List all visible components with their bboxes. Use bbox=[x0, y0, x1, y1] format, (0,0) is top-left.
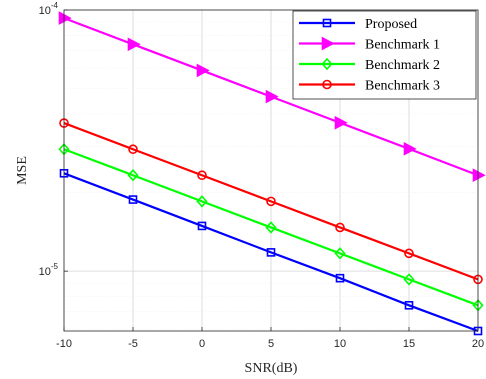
x-tick-label: -10 bbox=[56, 338, 72, 350]
data-point bbox=[197, 170, 207, 181]
data-point bbox=[335, 222, 345, 233]
data-point bbox=[265, 221, 277, 234]
legend-marker bbox=[322, 79, 332, 90]
data-point bbox=[127, 169, 139, 182]
legend-label: Proposed bbox=[365, 17, 417, 32]
data-point bbox=[196, 195, 208, 208]
series-line bbox=[63, 172, 479, 333]
x-tick-label: 5 bbox=[268, 338, 274, 350]
data-point bbox=[127, 37, 141, 52]
data-point bbox=[128, 144, 138, 155]
data-point bbox=[403, 273, 415, 286]
y-tick-label: 10-4 bbox=[39, 1, 59, 17]
series-line bbox=[63, 148, 479, 307]
x-tick-label: 15 bbox=[403, 338, 415, 350]
data-point bbox=[404, 248, 414, 259]
data-point bbox=[335, 273, 345, 283]
legend-entry: Proposed bbox=[299, 17, 417, 32]
data-point bbox=[334, 115, 348, 130]
series-line bbox=[63, 122, 479, 281]
data-point bbox=[58, 11, 72, 25]
data-point bbox=[403, 142, 417, 156]
legend: Proposed Benchmark 1 Benchmark 2 Benchmark … bbox=[292, 10, 477, 100]
legend-entry: Benchmark 3 bbox=[299, 79, 440, 94]
tick-labels: -10 -5 0 5 10 15 20 10-5 10-4 bbox=[39, 1, 485, 350]
x-tick-label: 10 bbox=[334, 338, 346, 350]
legend-entry: Benchmark 1 bbox=[299, 36, 440, 53]
x-tick-label: -5 bbox=[128, 338, 138, 350]
legend-marker bbox=[321, 57, 333, 71]
legend-marker bbox=[321, 36, 335, 51]
data-point bbox=[266, 196, 276, 207]
legend-label: Benchmark 2 bbox=[365, 58, 440, 73]
x-axis-label: SNR(dB) bbox=[245, 361, 298, 376]
data-point bbox=[334, 247, 346, 260]
y-tick-label: 10-5 bbox=[39, 262, 59, 278]
data-point bbox=[266, 248, 276, 257]
x-tick-label: 0 bbox=[199, 338, 205, 350]
legend-label: Benchmark 1 bbox=[365, 38, 440, 53]
data-point bbox=[197, 221, 207, 231]
series-benchmark-1 bbox=[58, 11, 486, 183]
data-point bbox=[472, 168, 486, 183]
data-point bbox=[128, 195, 138, 204]
y-axis-label: MSE bbox=[15, 156, 30, 185]
legend-label: Benchmark 3 bbox=[365, 79, 440, 94]
legend-entry: Benchmark 2 bbox=[299, 57, 440, 73]
data-point bbox=[265, 89, 279, 104]
x-tick-label: 20 bbox=[472, 338, 484, 350]
data-point bbox=[196, 63, 210, 78]
legend-marker bbox=[322, 18, 332, 28]
data-point bbox=[404, 301, 414, 310]
